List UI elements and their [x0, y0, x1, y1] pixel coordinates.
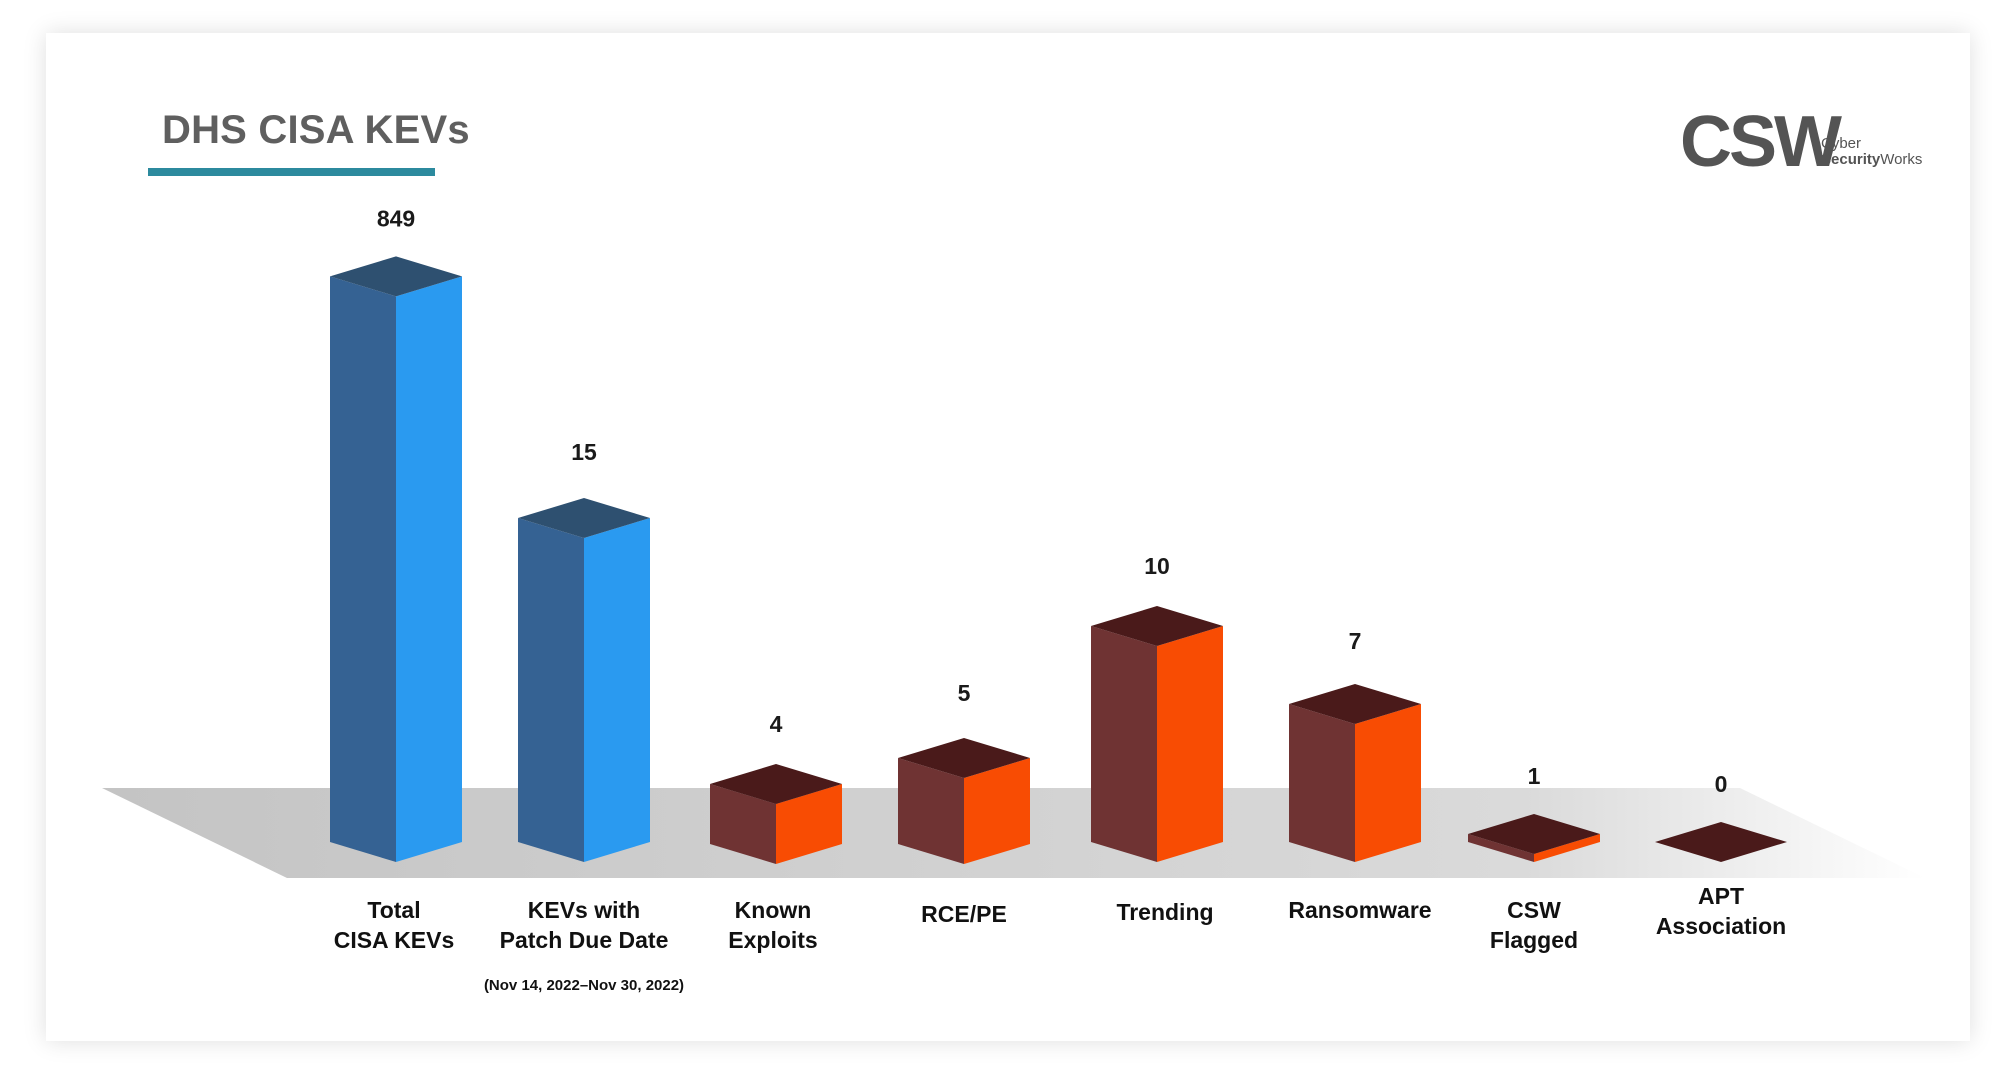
- logo-line-1: Cyber: [1821, 135, 1862, 152]
- bar-left-face: [710, 784, 776, 864]
- bar-left-face: [518, 518, 584, 862]
- category-label: RCE/PE: [921, 901, 1007, 927]
- data-label: 849: [377, 205, 415, 231]
- data-label: 5: [958, 680, 971, 706]
- bar-top-face: [1468, 814, 1600, 854]
- bar-right-face: [964, 758, 1030, 864]
- category-label-line: Exploits: [728, 927, 817, 953]
- bar-top-face: [1091, 606, 1223, 646]
- bar: [518, 498, 650, 862]
- bar-right-face: [396, 276, 462, 862]
- bar-right-face: [1355, 704, 1421, 862]
- bar: [898, 738, 1030, 864]
- bar: [1091, 606, 1223, 862]
- category-label-line: Flagged: [1490, 927, 1578, 953]
- logo-line-2-rest: Works: [1880, 151, 1923, 168]
- bar-top-face: [1289, 684, 1421, 724]
- category-label-line: RCE/PE: [921, 901, 1007, 927]
- title-underline: [148, 168, 435, 176]
- bars-group: [330, 256, 1787, 864]
- bar-top-face: [1655, 822, 1787, 862]
- data-label: 10: [1144, 553, 1170, 579]
- data-label: 15: [571, 439, 597, 465]
- category-label-line: CISA KEVs: [334, 927, 455, 953]
- bar-left-face: [330, 276, 396, 862]
- category-label-line: KEVs with: [528, 897, 640, 923]
- logo-subtext: Cyber SecurityWorks: [1821, 136, 1922, 168]
- bar-top-face: [710, 764, 842, 804]
- data-label: 0: [1715, 771, 1728, 797]
- data-label: 4: [770, 711, 783, 737]
- bar-right-face: [776, 784, 842, 864]
- category-label: Ransomware: [1288, 897, 1431, 923]
- category-label-line: Association: [1656, 913, 1786, 939]
- category-note: (Nov 14, 2022–Nov 30, 2022): [484, 977, 684, 994]
- bar-left-face: [1091, 626, 1157, 862]
- bar-left-face: [898, 758, 964, 864]
- category-label-line: CSW: [1507, 897, 1561, 923]
- bar: [330, 256, 462, 862]
- bar: [1655, 822, 1787, 862]
- category-label: Known Exploits: [728, 897, 817, 953]
- category-label-line: Ransomware: [1288, 897, 1431, 923]
- logo-line-2: SecurityWorks: [1821, 152, 1922, 168]
- category-label: Trending: [1116, 899, 1213, 925]
- logo-mark: CSW: [1680, 102, 1842, 182]
- bar-right-face: [1534, 834, 1600, 862]
- category-label-line: Known: [735, 897, 812, 923]
- chart-title: DHS CISA KEVs: [162, 108, 470, 152]
- category-label-line: APT: [1698, 883, 1744, 909]
- bar-right-face: [1157, 626, 1223, 862]
- category-label-line: Trending: [1116, 899, 1213, 925]
- category-label: KEVs with Patch Due Date: [500, 897, 669, 953]
- bar-left-face: [1468, 834, 1534, 862]
- bar-top-face: [518, 498, 650, 538]
- category-label: Total CISA KEVs: [334, 897, 455, 953]
- data-label: 7: [1349, 628, 1362, 654]
- bar-top-face: [330, 256, 462, 297]
- bar-top-face: [898, 738, 1030, 778]
- category-label-line: Patch Due Date: [500, 927, 669, 953]
- logo-line-2-bold: Security: [1821, 151, 1881, 168]
- bar-right-face: [584, 518, 650, 862]
- bar: [1289, 684, 1421, 862]
- bar-left-face: [1289, 704, 1355, 862]
- bar: [710, 764, 842, 864]
- category-label: APT Association: [1656, 883, 1786, 939]
- category-label-line: Total: [367, 897, 420, 923]
- bar: [1468, 814, 1600, 862]
- csw-logo: CSW Cyber SecurityWorks: [1680, 102, 1922, 182]
- data-label: 1: [1528, 763, 1541, 789]
- category-label: CSW Flagged: [1490, 897, 1578, 953]
